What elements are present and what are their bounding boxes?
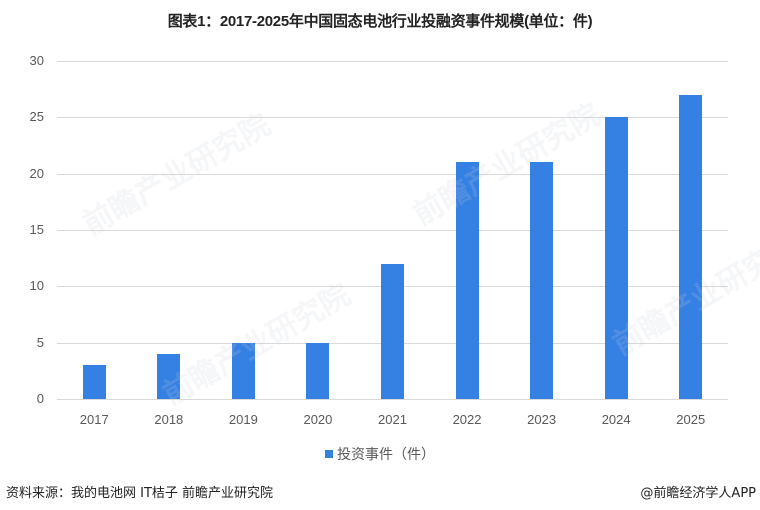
gridline: [57, 61, 728, 62]
bar-2018[interactable]: [157, 353, 181, 399]
bar-2024[interactable]: [604, 117, 628, 399]
x-tick-label: 2020: [303, 412, 333, 427]
x-tick-label: 2023: [527, 412, 557, 427]
x-tick-label: 2021: [378, 412, 407, 427]
legend-swatch: [325, 450, 333, 458]
gridline: [57, 117, 728, 119]
x-tick-label: 2017: [79, 412, 109, 427]
x-tick-label: 2024: [601, 412, 631, 427]
legend: 投资事件（件）: [0, 444, 760, 464]
bar-2025[interactable]: [679, 94, 703, 399]
x-tick-label: 2018: [154, 412, 184, 427]
y-tick-label: 25: [29, 109, 44, 125]
bar-2022[interactable]: [455, 162, 479, 399]
legend-label: 投资事件（件）: [337, 447, 435, 463]
source-note: 资料来源：我的电池网 IT桔子 前瞻产业研究院: [6, 486, 274, 501]
chart-title: 图表1：2017-2025年中国固态电池行业投融资事件规模(单位：件): [167, 13, 593, 30]
x-tick-label: 2019: [228, 412, 258, 427]
plot-area: [57, 61, 728, 400]
bar-2017[interactable]: [82, 365, 106, 399]
y-tick-label: 20: [29, 165, 44, 181]
bar-2019[interactable]: [231, 342, 255, 399]
y-tick-label: 5: [36, 334, 44, 350]
gridline: [57, 230, 728, 231]
brand-credit: @前瞻经济学人APP: [640, 486, 756, 501]
y-tick-label: 30: [29, 53, 44, 68]
bar-2020[interactable]: [306, 342, 330, 399]
x-tick-label: 2025: [676, 412, 706, 427]
y-tick-label: 10: [29, 278, 44, 294]
y-tick-label: 15: [29, 222, 44, 237]
gridline: [57, 173, 728, 175]
y-tick-label: 0: [36, 391, 44, 406]
bar-2023[interactable]: [530, 162, 554, 399]
bar-2021[interactable]: [381, 263, 404, 399]
gridline: [57, 399, 728, 400]
x-tick-label: 2022: [452, 412, 482, 427]
